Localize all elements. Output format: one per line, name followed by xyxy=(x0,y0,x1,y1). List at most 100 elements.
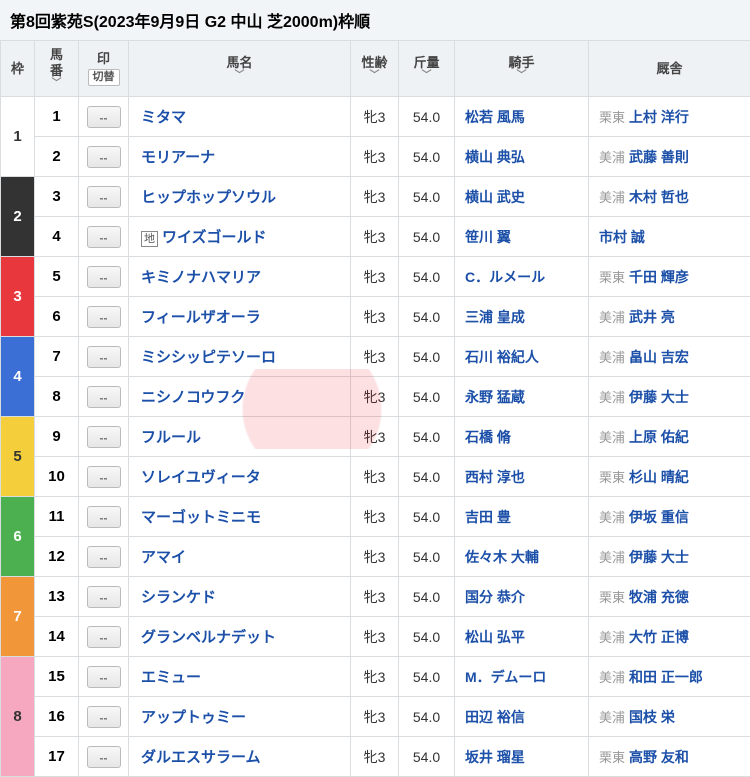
header-umaban[interactable]: 馬 番 ﹀ xyxy=(35,41,79,97)
trainer-link[interactable]: 高野 友和 xyxy=(629,749,689,765)
mark-button[interactable]: -- xyxy=(87,666,121,688)
mark-cell[interactable]: -- xyxy=(79,577,129,617)
mark-button[interactable]: -- xyxy=(87,266,121,288)
mark-button[interactable]: -- xyxy=(87,306,121,328)
mark-cell[interactable]: -- xyxy=(79,537,129,577)
mark-button[interactable]: -- xyxy=(87,746,121,768)
horse-link[interactable]: ニシノコウフク xyxy=(141,389,245,406)
jockey-link[interactable]: 松若 風馬 xyxy=(465,109,525,125)
mark-cell[interactable]: -- xyxy=(79,417,129,457)
mark-cell[interactable]: -- xyxy=(79,697,129,737)
horse-link[interactable]: ミタマ xyxy=(141,109,186,126)
mark-switch-button[interactable]: 切替 xyxy=(88,69,120,86)
mark-button[interactable]: -- xyxy=(87,506,121,528)
horse-name-cell: エミュー xyxy=(129,657,351,697)
jockey-link[interactable]: 松山 弘平 xyxy=(465,629,525,645)
header-weight[interactable]: 斤量 ﹀ xyxy=(399,41,455,97)
horse-link[interactable]: エミュー xyxy=(141,669,201,686)
mark-button[interactable]: -- xyxy=(87,226,121,248)
mark-cell[interactable]: -- xyxy=(79,457,129,497)
mark-button[interactable]: -- xyxy=(87,426,121,448)
mark-cell[interactable]: -- xyxy=(79,497,129,537)
mark-cell[interactable]: -- xyxy=(79,737,129,777)
mark-cell[interactable]: -- xyxy=(79,257,129,297)
mark-cell[interactable]: -- xyxy=(79,337,129,377)
header-sexage[interactable]: 性齢 ﹀ xyxy=(351,41,399,97)
header-stable[interactable]: 厩舎 xyxy=(589,41,750,97)
jockey-link[interactable]: 三浦 皇成 xyxy=(465,309,525,325)
sexage-cell: 牝3 xyxy=(351,457,399,497)
trainer-link[interactable]: 上原 佑紀 xyxy=(629,429,689,445)
jockey-link[interactable]: 吉田 豊 xyxy=(465,509,511,525)
horse-link[interactable]: グランベルナデット xyxy=(141,629,276,646)
trainer-link[interactable]: 武井 亮 xyxy=(629,309,675,325)
mark-cell[interactable]: -- xyxy=(79,657,129,697)
jockey-link[interactable]: 石川 裕紀人 xyxy=(465,349,539,365)
jockey-link[interactable]: 笹川 翼 xyxy=(465,229,511,245)
trainer-link[interactable]: 伊坂 重信 xyxy=(629,509,689,525)
trainer-link[interactable]: 和田 正一郎 xyxy=(629,669,703,685)
trainer-link[interactable]: 武藤 善則 xyxy=(629,149,689,165)
jockey-link[interactable]: 永野 猛蔵 xyxy=(465,389,525,405)
jockey-link[interactable]: C．ルメール xyxy=(465,269,545,285)
jockey-link[interactable]: 国分 恭介 xyxy=(465,589,525,605)
stable-cell: 美浦国枝 栄 xyxy=(589,697,750,737)
mark-button[interactable]: -- xyxy=(87,626,121,648)
horse-link[interactable]: ソレイユヴィータ xyxy=(141,469,261,486)
mark-cell[interactable]: -- xyxy=(79,617,129,657)
horse-link[interactable]: アップトゥミー xyxy=(141,709,246,726)
jockey-link[interactable]: 坂井 瑠星 xyxy=(465,749,525,765)
mark-button[interactable]: -- xyxy=(87,386,121,408)
mark-button[interactable]: -- xyxy=(87,706,121,728)
mark-cell[interactable]: -- xyxy=(79,97,129,137)
horse-link[interactable]: ワイズゴールド xyxy=(162,229,267,246)
trainer-link[interactable]: 伊藤 大士 xyxy=(629,389,689,405)
jockey-link[interactable]: 横山 典弘 xyxy=(465,149,525,165)
mark-button[interactable]: -- xyxy=(87,466,121,488)
header-waku[interactable]: 枠 xyxy=(1,41,35,97)
weight-cell: 54.0 xyxy=(399,457,455,497)
sexage-cell: 牝3 xyxy=(351,497,399,537)
jockey-link[interactable]: M．デムーロ xyxy=(465,669,546,685)
jockey-link[interactable]: 石橋 脩 xyxy=(465,429,511,445)
trainer-link[interactable]: 杉山 晴紀 xyxy=(629,469,689,485)
horse-link[interactable]: マーゴットミニモ xyxy=(141,509,261,526)
jockey-link[interactable]: 佐々木 大輔 xyxy=(465,549,539,565)
horse-link[interactable]: フルール xyxy=(141,429,201,446)
jockey-link[interactable]: 横山 武史 xyxy=(465,189,525,205)
horse-link[interactable]: キミノナハマリア xyxy=(141,269,261,286)
header-name[interactable]: 馬名 ﹀ xyxy=(129,41,351,97)
mark-button[interactable]: -- xyxy=(87,586,121,608)
horse-link[interactable]: ミシシッピテソーロ xyxy=(141,349,276,366)
trainer-link[interactable]: 大竹 正博 xyxy=(629,629,689,645)
mark-cell[interactable]: -- xyxy=(79,177,129,217)
horse-link[interactable]: モリアーナ xyxy=(141,149,215,166)
mark-cell[interactable]: -- xyxy=(79,217,129,257)
trainer-link[interactable]: 市村 誠 xyxy=(599,229,645,245)
trainer-link[interactable]: 牧浦 充徳 xyxy=(629,589,689,605)
trainer-link[interactable]: 上村 洋行 xyxy=(629,109,689,125)
jockey-link[interactable]: 田辺 裕信 xyxy=(465,709,525,725)
mark-cell[interactable]: -- xyxy=(79,137,129,177)
trainer-link[interactable]: 千田 輝彦 xyxy=(629,269,689,285)
umaban-cell: 12 xyxy=(35,537,79,577)
mark-button[interactable]: -- xyxy=(87,146,121,168)
header-jockey[interactable]: 騎手 ﹀ xyxy=(455,41,589,97)
horse-link[interactable]: フィールザオーラ xyxy=(141,309,261,326)
mark-cell[interactable]: -- xyxy=(79,297,129,337)
horse-link[interactable]: アマイ xyxy=(141,549,186,566)
mark-button[interactable]: -- xyxy=(87,186,121,208)
horse-link[interactable]: シランケド xyxy=(141,589,216,606)
horse-link[interactable]: ヒップホップソウル xyxy=(141,189,276,206)
mark-cell[interactable]: -- xyxy=(79,377,129,417)
header-mark[interactable]: 印 切替 xyxy=(79,41,129,97)
jockey-link[interactable]: 西村 淳也 xyxy=(465,469,525,485)
mark-button[interactable]: -- xyxy=(87,546,121,568)
trainer-link[interactable]: 木村 哲也 xyxy=(629,189,689,205)
mark-button[interactable]: -- xyxy=(87,106,121,128)
horse-link[interactable]: ダルエスサラーム xyxy=(141,749,261,766)
trainer-link[interactable]: 国枝 栄 xyxy=(629,709,675,725)
mark-button[interactable]: -- xyxy=(87,346,121,368)
trainer-link[interactable]: 畠山 吉宏 xyxy=(629,349,689,365)
trainer-link[interactable]: 伊藤 大士 xyxy=(629,549,689,565)
